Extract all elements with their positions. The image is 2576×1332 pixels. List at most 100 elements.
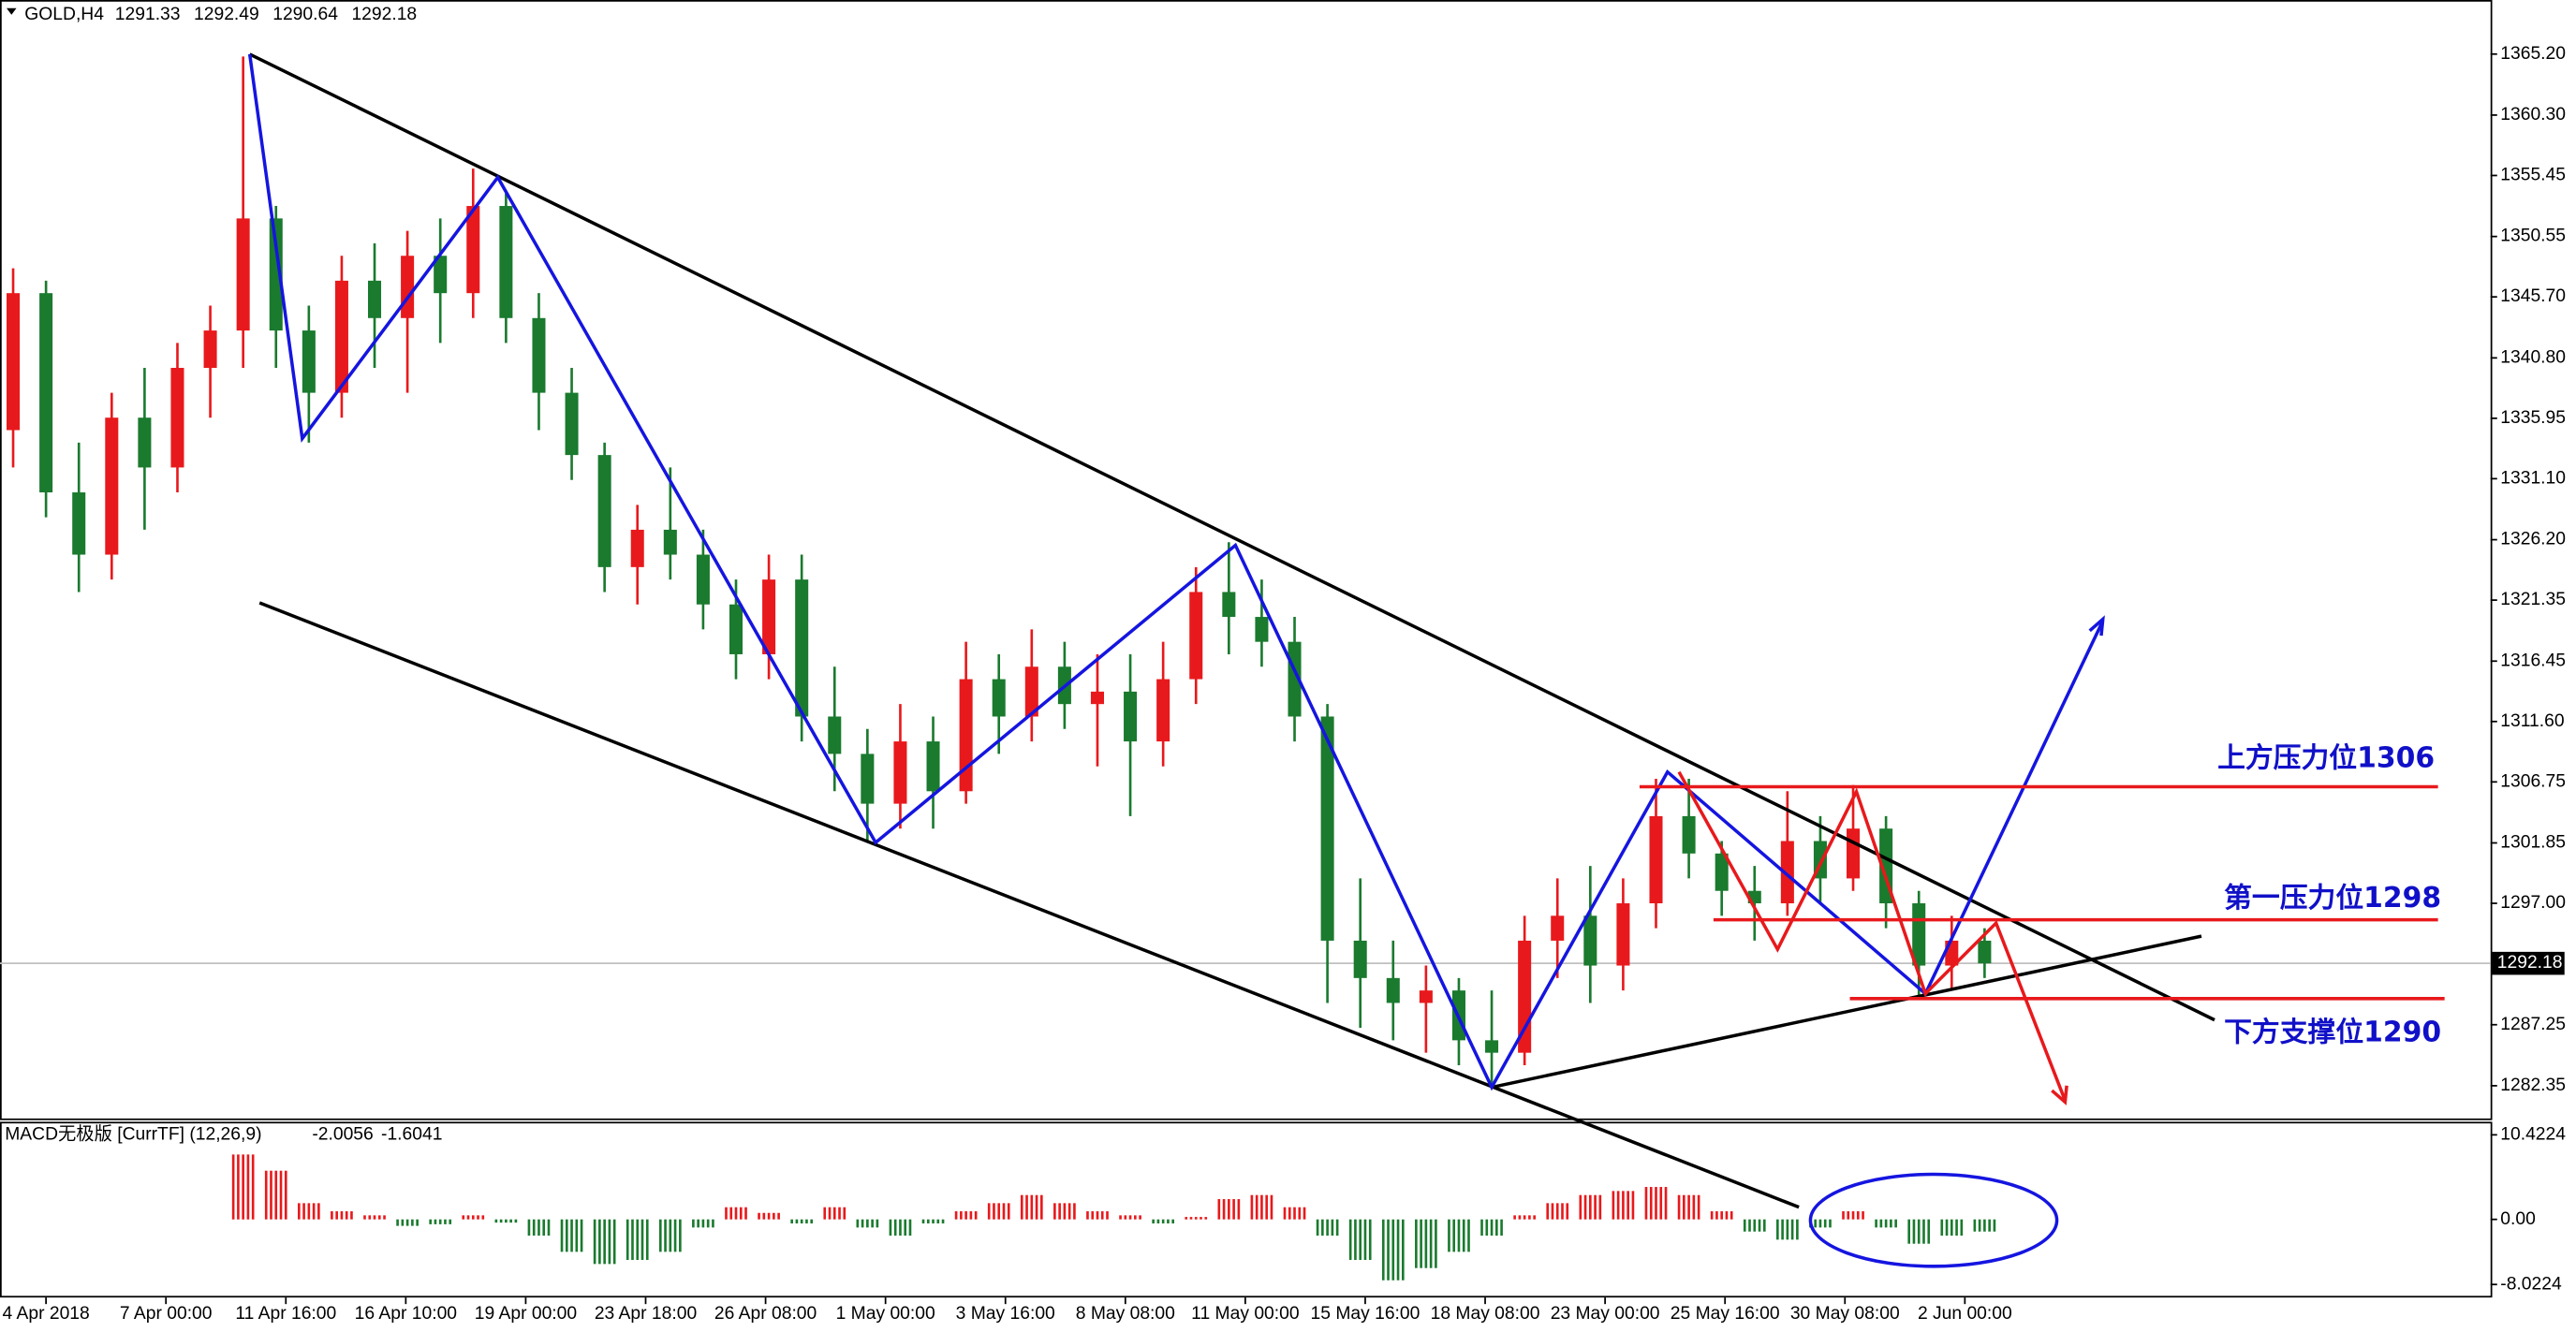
price-panel bbox=[0, 0, 2493, 1120]
x-tick-label: 4 Apr 2018 bbox=[2, 1304, 89, 1324]
annotation: 第一压力位1298 bbox=[2224, 881, 2441, 914]
candle-body bbox=[1715, 853, 1729, 891]
candle-body bbox=[1978, 940, 1992, 964]
candle-body bbox=[72, 492, 86, 555]
x-tick-label: 7 Apr 00:00 bbox=[120, 1304, 213, 1324]
candle-body bbox=[1255, 617, 1269, 642]
x-tick-label: 2 Jun 00:00 bbox=[1918, 1304, 2012, 1324]
y-tick-label: 1340.80 bbox=[2500, 347, 2566, 367]
header-value: 1291.33 bbox=[115, 5, 181, 24]
candle-body bbox=[1189, 592, 1203, 680]
candle-body bbox=[1024, 666, 1038, 717]
candle-body bbox=[7, 293, 21, 431]
candle-body bbox=[1485, 1040, 1499, 1053]
candle-body bbox=[203, 330, 217, 368]
candle-body bbox=[1419, 990, 1433, 1003]
trend-line bbox=[1491, 934, 2202, 1090]
annotation-level: 1298 bbox=[2363, 881, 2441, 914]
arrow-head bbox=[2088, 615, 2105, 637]
candle-body bbox=[630, 529, 644, 567]
last-price-label: 1292.18 bbox=[2497, 953, 2563, 973]
candle-body bbox=[1780, 841, 1794, 904]
candle-body bbox=[959, 679, 973, 792]
x-tick-label: 11 May 00:00 bbox=[1191, 1304, 1299, 1324]
candle-body bbox=[368, 280, 382, 318]
x-tick-label: 26 Apr 08:00 bbox=[714, 1304, 817, 1324]
x-tick-label: 18 May 08:00 bbox=[1431, 1304, 1540, 1324]
candle-body bbox=[1616, 903, 1630, 966]
y-tick-label: 1311.60 bbox=[2500, 711, 2564, 731]
y-tick-label: 1301.85 bbox=[2500, 833, 2566, 853]
y-tick-label: 1360.30 bbox=[2500, 105, 2566, 124]
candle-body bbox=[334, 280, 348, 393]
candle-body bbox=[499, 206, 513, 318]
candle-body bbox=[1649, 815, 1663, 904]
candle-body bbox=[795, 579, 809, 717]
candle-body bbox=[1847, 828, 1861, 879]
last-price-box bbox=[2492, 951, 2565, 975]
candle-body bbox=[105, 417, 119, 555]
y-tick-label: 10.4224 bbox=[2500, 1124, 2566, 1144]
candle-body bbox=[696, 554, 710, 605]
header-value: 1292.49 bbox=[194, 5, 259, 24]
candle-body bbox=[992, 679, 1006, 717]
candle-body bbox=[597, 455, 611, 567]
candle-body bbox=[893, 741, 907, 804]
y-tick-label: -8.0224 bbox=[2500, 1274, 2562, 1294]
candle-body bbox=[1353, 940, 1367, 978]
trend-line bbox=[258, 601, 1800, 1209]
y-tick-label: 1345.70 bbox=[2500, 286, 2566, 306]
candle-body bbox=[466, 206, 480, 294]
x-tick-label: 23 Apr 18:00 bbox=[595, 1304, 697, 1324]
candle-body bbox=[1386, 977, 1400, 1003]
macd-value: -1.6041 bbox=[381, 1125, 442, 1145]
macd-value: -2.0056 bbox=[312, 1125, 373, 1145]
candle-body bbox=[236, 218, 250, 331]
x-tick-label: 30 May 08:00 bbox=[1790, 1304, 1900, 1324]
y-tick-label: 1321.35 bbox=[2500, 590, 2566, 609]
x-tick-label: 11 Apr 16:00 bbox=[235, 1304, 336, 1324]
y-tick-label: 1335.95 bbox=[2500, 408, 2566, 428]
annotation-level: 1290 bbox=[2363, 1016, 2441, 1048]
candle-body bbox=[1551, 915, 1565, 941]
candle-body bbox=[39, 293, 53, 493]
y-tick-label: 1316.45 bbox=[2500, 651, 2566, 670]
y-tick-label: 1365.20 bbox=[2500, 44, 2566, 64]
candle-body bbox=[828, 716, 842, 754]
candle-body bbox=[762, 579, 776, 654]
highlight-ellipse bbox=[1808, 1172, 2059, 1268]
x-tick-label: 16 Apr 10:00 bbox=[355, 1304, 457, 1324]
y-tick-label: 1331.10 bbox=[2500, 468, 2566, 488]
candle-body bbox=[1583, 915, 1597, 966]
y-tick-label: 1282.35 bbox=[2500, 1076, 2566, 1095]
x-tick-label: 8 May 08:00 bbox=[1076, 1304, 1175, 1324]
menu-arrow[interactable] bbox=[7, 7, 17, 15]
candle-body bbox=[1124, 691, 1138, 742]
drawings bbox=[247, 52, 2445, 1268]
annotation-label: 第一压力位 bbox=[2224, 881, 2363, 914]
annotation-label: 上方压力位 bbox=[2217, 741, 2357, 774]
x-tick-label: 15 May 16:00 bbox=[1311, 1304, 1420, 1324]
candle-body bbox=[401, 256, 415, 318]
x-tick-label: 3 May 16:00 bbox=[956, 1304, 1055, 1324]
candle-body bbox=[302, 330, 316, 393]
candle-body bbox=[434, 256, 448, 294]
candle-body bbox=[1222, 592, 1236, 618]
header-value: 1290.64 bbox=[272, 5, 338, 24]
annotation-level: 1306 bbox=[2357, 741, 2435, 774]
candle-body bbox=[138, 417, 152, 468]
macd-panel bbox=[0, 1121, 2493, 1298]
trend-line bbox=[248, 52, 2215, 1022]
candle-body bbox=[565, 392, 579, 456]
y-tick-label: 1355.45 bbox=[2500, 166, 2566, 185]
annotation: 上方压力位1306 bbox=[2217, 741, 2435, 774]
macd-label: MACD无极版 [CurrTF] (12,26,9) bbox=[5, 1124, 261, 1145]
x-tick-label: 25 May 16:00 bbox=[1671, 1304, 1780, 1324]
candle-body bbox=[1320, 716, 1334, 941]
candle-body bbox=[170, 367, 184, 468]
candle-body bbox=[1682, 815, 1696, 854]
x-tick-label: 1 May 00:00 bbox=[836, 1304, 935, 1324]
x-tick-label: 23 May 00:00 bbox=[1551, 1304, 1660, 1324]
candle-body bbox=[861, 754, 875, 804]
y-tick-label: 1326.20 bbox=[2500, 530, 2566, 549]
